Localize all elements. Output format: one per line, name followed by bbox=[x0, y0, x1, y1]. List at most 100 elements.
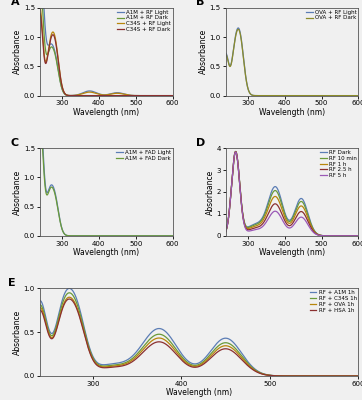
C34S + RF Dark bbox=[167, 93, 171, 98]
A1M + RF Light bbox=[171, 93, 175, 98]
OVA + RF Dark bbox=[353, 93, 357, 98]
A1M + RF Dark bbox=[45, 52, 49, 57]
RF 10 min bbox=[230, 172, 235, 176]
X-axis label: Wavelength (nm): Wavelength (nm) bbox=[259, 108, 325, 117]
RF 10 min bbox=[285, 216, 289, 221]
RF + C34S 1h bbox=[289, 374, 293, 378]
RF + A1M 1h bbox=[193, 362, 197, 366]
C34S + RF Light bbox=[38, 6, 42, 10]
A1M + FAD Dark bbox=[167, 234, 171, 238]
RF Dark bbox=[328, 234, 332, 238]
A1M + RF Dark bbox=[99, 93, 103, 98]
RF + OVA 1h bbox=[67, 295, 71, 300]
RF 2.5 h bbox=[288, 223, 292, 228]
Line: RF + A1M 1h: RF + A1M 1h bbox=[40, 288, 358, 376]
Line: A1M + RF Light: A1M + RF Light bbox=[40, 8, 173, 96]
RF 5 h bbox=[223, 229, 228, 234]
RF Dark bbox=[288, 218, 292, 222]
A1M + RF Light bbox=[38, 6, 42, 10]
RF 5 h bbox=[233, 150, 238, 154]
RF + HSA 1h bbox=[356, 374, 361, 378]
X-axis label: Wavelength (nm): Wavelength (nm) bbox=[73, 108, 139, 117]
OVA + RF Dark bbox=[230, 55, 235, 60]
A1M + FAD Dark bbox=[167, 234, 171, 238]
OVA + RF Light bbox=[285, 93, 289, 98]
RF + A1M 1h bbox=[54, 322, 58, 327]
Line: RF 2.5 h: RF 2.5 h bbox=[226, 152, 358, 236]
A1M + RF Dark bbox=[102, 93, 106, 98]
A1M + FAD Dark bbox=[45, 192, 49, 197]
RF 2.5 h bbox=[353, 234, 357, 238]
RF Dark bbox=[353, 234, 357, 238]
RF + HSA 1h bbox=[38, 308, 42, 313]
Legend: RF Dark, RF 10 min, RF 1 h, RF 2.5 h, RF 5 h: RF Dark, RF 10 min, RF 1 h, RF 2.5 h, RF… bbox=[319, 149, 357, 179]
A1M + FAD Light bbox=[45, 190, 49, 194]
RF + HSA 1h bbox=[193, 365, 197, 370]
RF + OVA 1h bbox=[356, 374, 361, 378]
A1M + FAD Light bbox=[142, 234, 147, 238]
OVA + RF Light bbox=[353, 93, 357, 98]
C34S + RF Dark bbox=[102, 93, 106, 98]
RF Dark bbox=[230, 172, 235, 176]
RF + OVA 1h bbox=[193, 364, 197, 369]
RF + HSA 1h bbox=[289, 374, 293, 378]
RF + OVA 1h bbox=[38, 305, 42, 310]
RF 5 h bbox=[285, 224, 289, 229]
RF + A1M 1h bbox=[347, 374, 352, 378]
RF 1 h bbox=[288, 221, 292, 226]
A1M + RF Light bbox=[167, 93, 171, 98]
OVA + RF Light bbox=[288, 93, 292, 98]
Line: RF 1 h: RF 1 h bbox=[226, 152, 358, 236]
OVA + RF Light bbox=[328, 93, 332, 98]
A1M + FAD Dark bbox=[142, 234, 147, 238]
RF + HSA 1h bbox=[347, 374, 351, 378]
RF 10 min bbox=[352, 234, 357, 238]
RF 2.5 h bbox=[328, 234, 332, 238]
OVA + RF Light bbox=[352, 93, 357, 98]
OVA + RF Dark bbox=[223, 52, 228, 57]
Text: A: A bbox=[10, 0, 19, 7]
A1M + FAD Dark bbox=[171, 234, 175, 238]
Y-axis label: Absorbance: Absorbance bbox=[206, 169, 215, 215]
RF 10 min bbox=[328, 234, 332, 238]
RF + C34S 1h bbox=[193, 363, 197, 368]
RF 10 min bbox=[233, 149, 238, 154]
Line: OVA + RF Dark: OVA + RF Dark bbox=[226, 29, 358, 96]
RF + C34S 1h bbox=[184, 359, 189, 364]
OVA + RF Dark bbox=[236, 27, 240, 32]
RF Dark bbox=[356, 234, 361, 238]
RF 1 h bbox=[223, 229, 228, 234]
Line: A1M + FAD Light: A1M + FAD Light bbox=[40, 148, 173, 236]
C34S + RF Dark bbox=[167, 93, 171, 98]
A1M + FAD Dark bbox=[38, 146, 42, 150]
RF + HSA 1h bbox=[54, 329, 58, 334]
Text: B: B bbox=[197, 0, 205, 7]
Line: RF Dark: RF Dark bbox=[226, 152, 358, 236]
OVA + RF Dark bbox=[356, 93, 361, 98]
Line: RF + OVA 1h: RF + OVA 1h bbox=[40, 297, 358, 376]
Text: D: D bbox=[197, 138, 206, 148]
RF + OVA 1h bbox=[289, 374, 293, 378]
C34S + RF Light bbox=[142, 93, 147, 98]
OVA + RF Dark bbox=[288, 93, 292, 98]
C34S + RF Light bbox=[167, 93, 171, 98]
RF 2.5 h bbox=[356, 234, 361, 238]
Line: RF + C34S 1h: RF + C34S 1h bbox=[40, 293, 358, 376]
RF 5 h bbox=[352, 234, 357, 238]
Y-axis label: Absorbance: Absorbance bbox=[13, 310, 22, 355]
RF Dark bbox=[233, 149, 238, 154]
Line: C34S + RF Dark: C34S + RF Dark bbox=[40, 13, 173, 96]
Legend: RF + A1M 1h, RF + C34S 1h, RF + OVA 1h, RF + HSA 1h: RF + A1M 1h, RF + C34S 1h, RF + OVA 1h, … bbox=[309, 290, 357, 313]
RF + OVA 1h bbox=[347, 374, 352, 378]
RF + OVA 1h bbox=[347, 374, 351, 378]
RF + A1M 1h bbox=[38, 298, 42, 303]
OVA + RF Dark bbox=[328, 93, 332, 98]
RF + HSA 1h bbox=[347, 374, 352, 378]
A1M + FAD Light bbox=[171, 234, 175, 238]
RF + OVA 1h bbox=[54, 328, 58, 332]
A1M + FAD Light bbox=[167, 234, 171, 238]
C34S + RF Dark bbox=[142, 93, 147, 98]
C34S + RF Dark bbox=[99, 93, 103, 98]
Y-axis label: Absorbance: Absorbance bbox=[13, 169, 22, 215]
RF 1 h bbox=[353, 234, 357, 238]
